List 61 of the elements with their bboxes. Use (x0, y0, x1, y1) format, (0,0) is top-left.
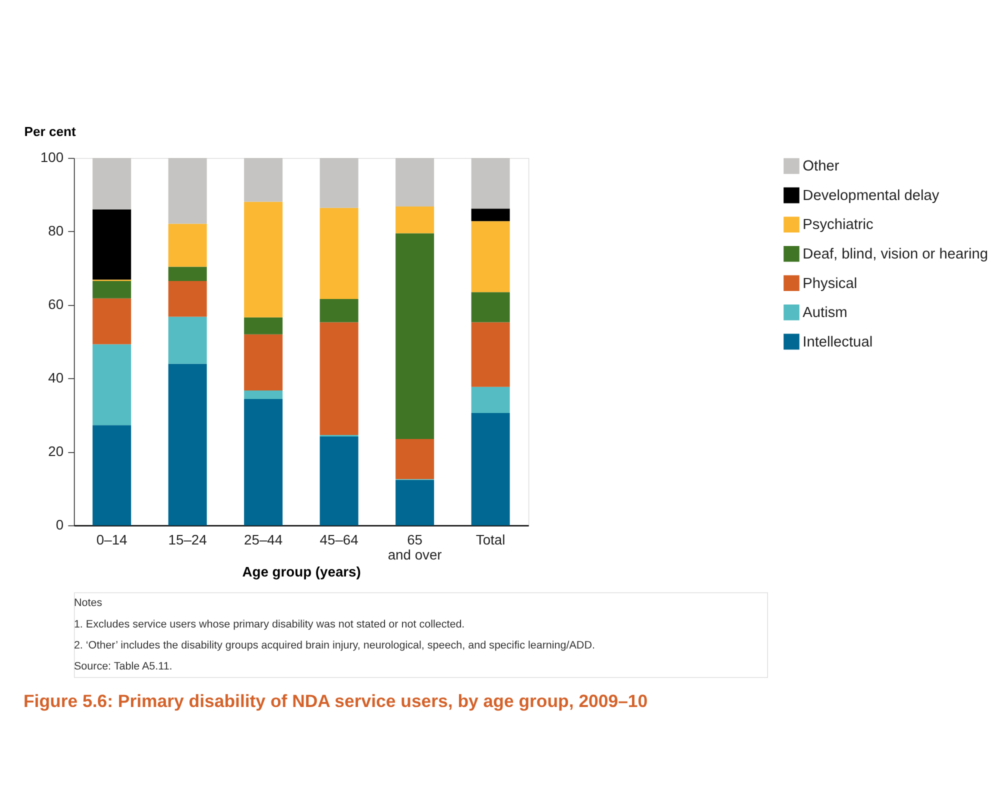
source-note: Source: Table A5.11. (74, 660, 172, 673)
y-tick-label: 20 (48, 443, 64, 460)
bar (471, 412, 510, 526)
legend-label: Psychiatric (802, 217, 874, 234)
legend-label: Deaf, blind, vision or hearing (802, 246, 988, 262)
bar (92, 158, 132, 210)
bar (244, 158, 283, 202)
bar (244, 202, 283, 318)
bar (168, 316, 207, 364)
bar (396, 206, 434, 234)
bar (244, 334, 283, 391)
legend-label: Physical (802, 276, 858, 292)
text: 2. ‘Other’ includes the disability groups acquired brain injury, neurological, speech, and specific learning/ADD. (74, 639, 595, 652)
bar (320, 208, 358, 300)
text: Notes (74, 597, 102, 610)
x-tick-label: 45–64 (320, 531, 359, 548)
y-tick-label: 0 (56, 516, 64, 533)
bar (471, 158, 510, 209)
y-axis-title: Per cent (24, 124, 77, 140)
bar (168, 158, 207, 224)
text: 1. Excludes service users whose primary disability was not stated or not collected. (74, 618, 465, 630)
bar (320, 436, 358, 526)
bar (168, 266, 207, 282)
bar (244, 390, 283, 399)
bar (396, 233, 434, 440)
y-tick-label: 40 (48, 370, 64, 386)
bar (168, 281, 207, 317)
bar (471, 208, 510, 222)
legend-label: Developmental delay (802, 188, 940, 204)
bar (471, 292, 510, 322)
text: Figure 5.6: Primary disability of NDA service users, by age group, 2009–10 (23, 690, 648, 711)
bar (168, 364, 207, 526)
bar (471, 221, 510, 292)
bar (92, 209, 132, 280)
bar (396, 439, 434, 480)
bar (168, 224, 207, 267)
bar (92, 281, 132, 298)
x-tick-label: 0–14 (96, 531, 128, 548)
bar (471, 386, 510, 413)
legend-label: Other (802, 158, 840, 175)
legend-label: Intellectual (802, 334, 873, 350)
bar (320, 158, 358, 208)
y-tick-label: 80 (48, 222, 64, 239)
x-tick-label: 65 and over (388, 531, 442, 563)
bar (92, 425, 132, 526)
x-tick-label: 25–44 (244, 531, 283, 548)
x-axis-title: Age group (years) (242, 564, 361, 580)
y-tick-label: 100 (40, 149, 64, 166)
bar (471, 322, 510, 387)
x-tick-label: 15–24 (168, 531, 208, 548)
x-tick-label: Total (476, 531, 506, 548)
legend-label: Autism (802, 305, 848, 322)
bar (396, 158, 434, 206)
bar (244, 399, 283, 526)
bar (244, 317, 283, 334)
bar (320, 322, 358, 436)
bar (92, 344, 132, 426)
bar (396, 480, 434, 526)
bar (320, 299, 358, 322)
y-tick-label: 60 (48, 296, 64, 312)
bar (92, 298, 132, 344)
